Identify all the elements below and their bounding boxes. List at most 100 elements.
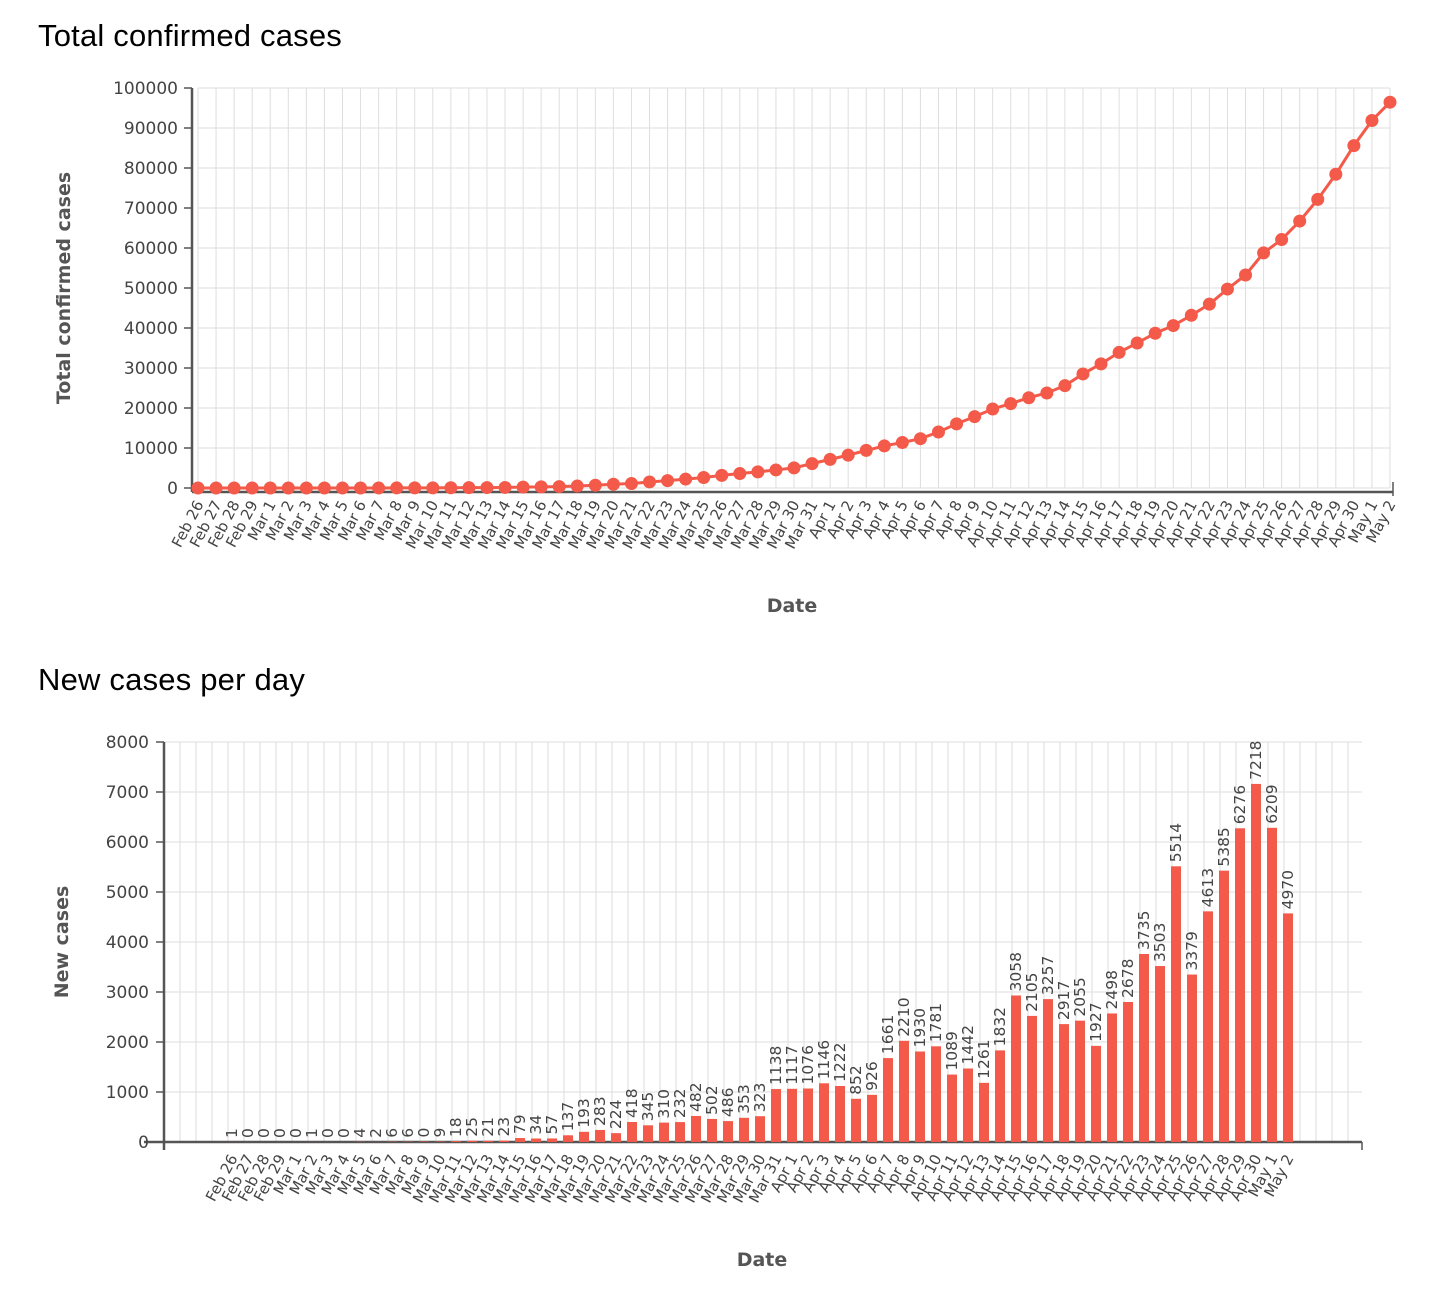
data-point-mar-16 xyxy=(534,480,548,494)
data-point-mar-2 xyxy=(281,481,295,495)
data-point-mar-9 xyxy=(408,481,422,495)
gridlines xyxy=(197,87,1391,489)
data-point-apr-7 xyxy=(931,425,945,439)
data-point-mar-14 xyxy=(498,480,512,494)
y-tick-label: 80000 xyxy=(124,159,178,179)
data-point-mar-8 xyxy=(390,481,404,495)
data-label-mar-18: 137 xyxy=(559,1102,577,1132)
bar-mar-31 xyxy=(771,1089,781,1142)
data-point-mar-31 xyxy=(805,457,819,471)
bar-mar-29 xyxy=(739,1117,749,1142)
data-point-mar-27 xyxy=(733,467,747,481)
bar-apr-21 xyxy=(1107,1013,1117,1142)
data-label-apr-13: 1261 xyxy=(975,1039,993,1078)
data-point-mar-21 xyxy=(624,477,638,491)
data-point-apr-16 xyxy=(1094,357,1108,371)
data-label-mar-17: 57 xyxy=(543,1115,561,1135)
data-label-apr-9: 1930 xyxy=(911,1008,929,1047)
data-label-apr-7: 1661 xyxy=(879,1015,897,1054)
data-point-mar-26 xyxy=(715,468,729,482)
data-point-apr-5 xyxy=(895,435,909,449)
data-label-apr-20: 1927 xyxy=(1087,1002,1105,1041)
data-label-mar-31: 1138 xyxy=(767,1046,785,1085)
data-label-may-2: 4970 xyxy=(1279,870,1297,909)
y-tick-label: 100000 xyxy=(113,79,178,99)
y-axis-title: Total confirmed cases xyxy=(53,172,75,404)
bar-mar-30 xyxy=(755,1116,765,1142)
data-point-apr-17 xyxy=(1112,345,1126,359)
data-point-mar-1 xyxy=(263,481,277,495)
data-label-mar-26: 482 xyxy=(687,1082,705,1112)
data-point-mar-6 xyxy=(354,481,368,495)
data-point-apr-18 xyxy=(1130,336,1144,350)
data-label-feb-26: 1 xyxy=(223,1128,241,1138)
data-point-apr-14 xyxy=(1058,379,1072,393)
data-point-apr-22 xyxy=(1202,297,1216,311)
data-label-mar-23: 345 xyxy=(639,1092,657,1122)
data-point-apr-26 xyxy=(1275,233,1289,247)
data-point-apr-13 xyxy=(1040,386,1054,400)
data-label-apr-10: 1781 xyxy=(927,1003,945,1042)
y-tick-label: 10000 xyxy=(124,439,178,459)
data-label-mar-22: 418 xyxy=(623,1088,641,1118)
bar-apr-13 xyxy=(979,1082,989,1142)
bar-mar-21 xyxy=(611,1133,621,1142)
y-axis-title: New cases xyxy=(51,886,73,999)
data-label-apr-16: 2105 xyxy=(1023,972,1041,1011)
data-point-mar-3 xyxy=(299,481,313,495)
data-point-mar-11 xyxy=(444,481,458,495)
y-tick-label: 50000 xyxy=(124,279,178,299)
data-point-mar-23 xyxy=(661,474,675,488)
y-tick-label: 3000 xyxy=(106,983,149,1003)
data-label-apr-2: 1076 xyxy=(799,1045,817,1084)
data-point-apr-23 xyxy=(1220,282,1234,296)
data-point-apr-1 xyxy=(823,452,837,466)
bar-apr-17 xyxy=(1043,999,1053,1142)
data-point-mar-12 xyxy=(462,481,476,495)
bar-mar-22 xyxy=(627,1122,637,1142)
total-cases-line-chart: 0 10000 20000 30000 40000 50000 60000 70000 8000… xyxy=(53,79,1400,617)
data-label-apr-22: 2678 xyxy=(1119,959,1137,998)
bar-apr-10 xyxy=(931,1046,941,1142)
y-tick-label: 1000 xyxy=(106,1083,149,1103)
data-label-mar-7: 6 xyxy=(383,1128,401,1138)
data-point-feb-29 xyxy=(245,481,259,495)
bar-apr-12 xyxy=(963,1068,973,1142)
bar-mar-13 xyxy=(483,1140,493,1142)
data-point-apr-20 xyxy=(1166,319,1180,333)
y-tick-label: 30000 xyxy=(124,359,178,379)
data-label-apr-19: 2055 xyxy=(1071,977,1089,1016)
data-label-mar-12: 25 xyxy=(463,1117,481,1137)
x-axis-title: Date xyxy=(767,595,818,617)
bar-mar-15 xyxy=(515,1138,525,1142)
bar-apr-27 xyxy=(1203,911,1213,1142)
bar-mar-28 xyxy=(723,1121,733,1142)
y-tick-label: 7000 xyxy=(106,783,149,803)
data-label-mar-9: 0 xyxy=(415,1128,433,1138)
bar-apr-11 xyxy=(947,1074,957,1142)
bar-may-1 xyxy=(1267,827,1277,1142)
data-point-feb-28 xyxy=(227,481,241,495)
data-label-apr-23: 3735 xyxy=(1135,911,1153,950)
data-point-apr-2 xyxy=(841,448,855,462)
x-axis-title: Date xyxy=(737,1249,788,1271)
data-point-mar-20 xyxy=(606,477,620,491)
data-label-mar-28: 486 xyxy=(719,1088,737,1118)
data-point-mar-19 xyxy=(588,478,602,492)
data-label-mar-20: 283 xyxy=(591,1096,609,1126)
bar-apr-23 xyxy=(1139,954,1149,1142)
data-point-apr-8 xyxy=(950,417,964,431)
y-tick-label: 0 xyxy=(138,1133,149,1153)
bar-apr-14 xyxy=(995,1050,1005,1142)
data-label-apr-6: 926 xyxy=(863,1061,881,1091)
data-label-apr-18: 2917 xyxy=(1055,981,1073,1020)
data-point-feb-27 xyxy=(209,481,223,495)
bar-apr-28 xyxy=(1219,870,1229,1142)
data-label-may-1: 6209 xyxy=(1263,784,1281,823)
bar-apr-18 xyxy=(1059,1024,1069,1142)
data-point-mar-29 xyxy=(769,463,783,477)
bar-apr-29 xyxy=(1235,828,1245,1142)
data-label-mar-4: 0 xyxy=(335,1128,353,1138)
bar-apr-20 xyxy=(1091,1045,1101,1142)
